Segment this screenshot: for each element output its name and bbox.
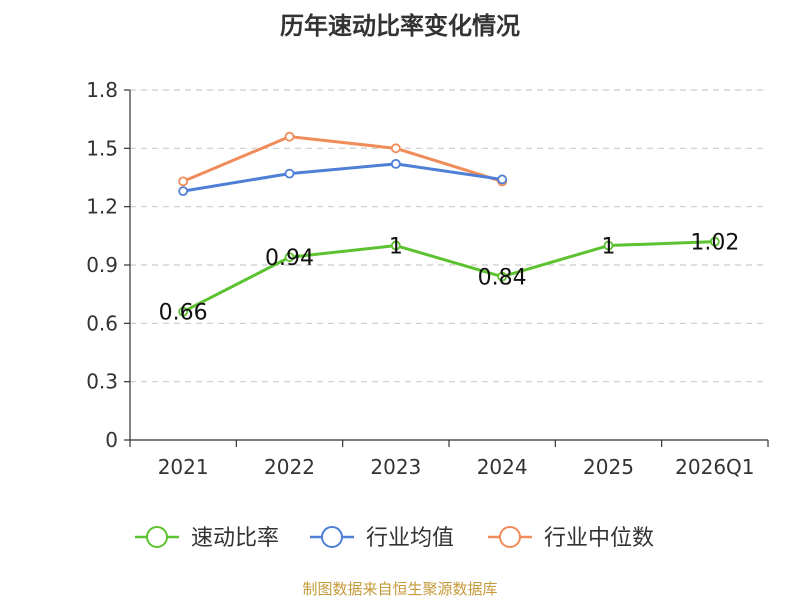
data-label: 1 xyxy=(389,235,403,260)
x-tick-label: 2026Q1 xyxy=(675,455,754,479)
x-axis-ticks: 2021 2022 2023 2024 2025 2026Q1 xyxy=(129,440,769,479)
series-points xyxy=(178,131,720,317)
x-tick-label: 2024 xyxy=(477,455,528,479)
legend-label: 行业均值 xyxy=(366,526,454,551)
series-line-0 xyxy=(182,240,715,314)
data-point[interactable] xyxy=(390,143,401,154)
legend-marker xyxy=(321,526,343,548)
legend-label: 行业中位数 xyxy=(544,526,654,551)
grid-lines xyxy=(130,89,768,383)
x-tick-label: 2022 xyxy=(264,455,315,479)
legend[interactable]: 速动比率 行业均值 行业中位数 xyxy=(135,526,654,551)
data-point[interactable] xyxy=(497,271,508,282)
y-tick-label: 1.5 xyxy=(86,136,118,160)
y-tick-label: 1.2 xyxy=(86,195,118,219)
data-point[interactable] xyxy=(284,131,295,142)
data-label: 1.02 xyxy=(690,231,739,256)
data-point[interactable] xyxy=(390,158,401,169)
y-axis-ticks: 0 0.3 0.6 0.9 1.2 1.5 1.8 xyxy=(86,78,130,452)
data-label: 0.84 xyxy=(478,266,527,291)
data-point[interactable] xyxy=(284,252,295,263)
data-label: 0.66 xyxy=(159,301,208,326)
series-line-1 xyxy=(182,162,503,193)
y-tick-label: 1.8 xyxy=(86,78,118,102)
data-point[interactable] xyxy=(497,174,508,185)
data-point[interactable] xyxy=(178,176,189,187)
legend-item-1[interactable]: 行业均值 xyxy=(310,526,454,551)
data-point[interactable] xyxy=(178,186,189,197)
x-tick-label: 2023 xyxy=(370,455,421,479)
source-note: 制图数据来自恒生聚源数据库 xyxy=(302,580,497,598)
x-tick-label: 2021 xyxy=(158,455,209,479)
data-labels: 0.66 0.94 1 0.84 1 1.02 xyxy=(159,231,740,326)
y-tick-label: 0.6 xyxy=(86,311,118,335)
series-line-2 xyxy=(182,135,503,183)
data-point[interactable] xyxy=(284,168,295,179)
legend-item-0[interactable]: 速动比率 xyxy=(135,526,279,551)
data-point[interactable] xyxy=(390,240,401,251)
y-tick-label: 0.3 xyxy=(86,370,118,394)
series-lines xyxy=(182,135,715,314)
legend-item-2[interactable]: 行业中位数 xyxy=(488,526,654,551)
legend-marker xyxy=(499,526,521,548)
data-point[interactable] xyxy=(709,236,720,247)
data-point[interactable] xyxy=(178,306,189,317)
y-tick-label: 0 xyxy=(105,428,118,452)
legend-marker xyxy=(146,526,168,548)
x-tick-label: 2025 xyxy=(583,455,634,479)
data-point[interactable] xyxy=(603,240,614,251)
legend-label: 速动比率 xyxy=(191,526,279,551)
data-label: 0.94 xyxy=(265,246,314,271)
chart-title: 历年速动比率变化情况 xyxy=(280,12,520,40)
data-label: 1 xyxy=(602,235,616,260)
y-tick-label: 0.9 xyxy=(86,253,118,277)
